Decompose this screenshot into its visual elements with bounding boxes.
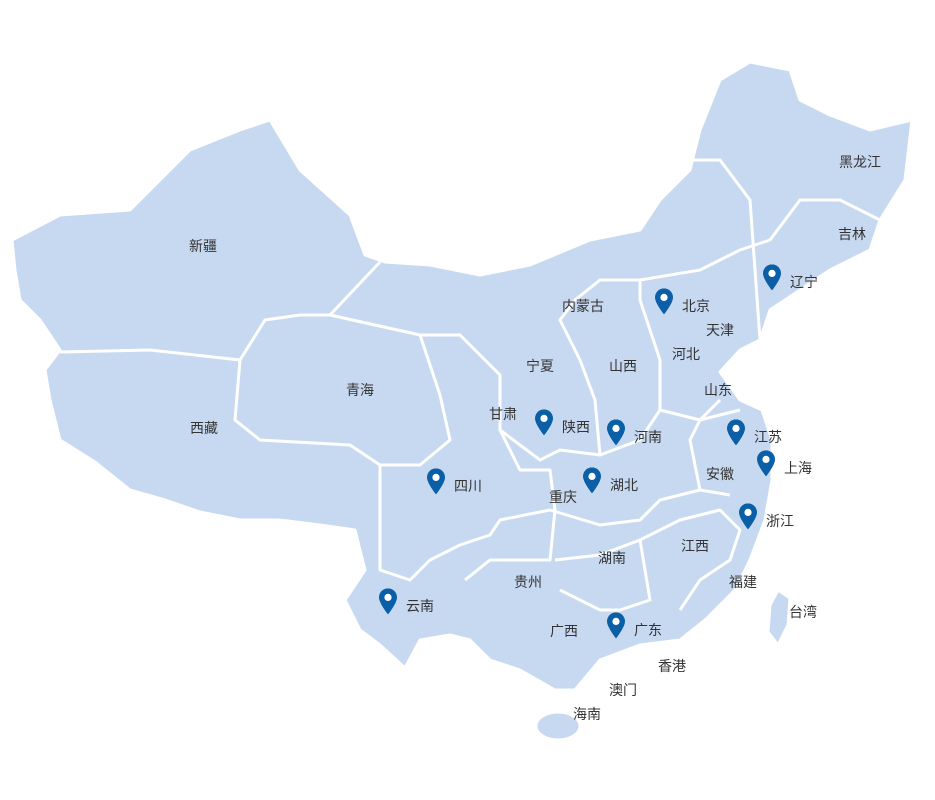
- region-label: 香港: [658, 659, 686, 675]
- region-label: 云南: [406, 599, 434, 615]
- map-pin-icon[interactable]: [739, 503, 757, 530]
- region-label: 辽宁: [790, 275, 818, 291]
- region-label: 西藏: [190, 421, 218, 437]
- region-label: 澳门: [609, 683, 637, 699]
- region-label: 宁夏: [526, 359, 554, 375]
- region-label: 山西: [609, 359, 637, 375]
- region-label: 上海: [784, 461, 812, 477]
- region-label: 陕西: [562, 420, 590, 436]
- province-borders: [59, 158, 881, 612]
- map-pin-icon[interactable]: [607, 419, 625, 446]
- region-label: 重庆: [549, 490, 577, 506]
- mainland-outline: [10, 60, 914, 692]
- map-pin-icon[interactable]: [379, 588, 397, 615]
- region-label: 湖北: [610, 478, 638, 494]
- map-pin-icon[interactable]: [655, 288, 673, 315]
- region-label: 内蒙古: [562, 299, 604, 315]
- taiwan-island: [766, 588, 792, 647]
- region-label: 黑龙江: [839, 155, 881, 171]
- region-label: 河南: [634, 430, 662, 446]
- region-label: 湖南: [598, 551, 626, 567]
- region-label: 新疆: [189, 239, 217, 255]
- region-label: 广西: [550, 624, 578, 640]
- region-label: 甘肃: [489, 407, 517, 423]
- region-label: 天津: [706, 323, 734, 339]
- region-label: 吉林: [838, 227, 866, 243]
- map-pin-icon[interactable]: [727, 419, 745, 446]
- region-label: 北京: [682, 299, 710, 315]
- map-pin-icon[interactable]: [427, 468, 445, 495]
- region-label: 广东: [634, 623, 662, 639]
- map-pin-icon[interactable]: [583, 467, 601, 494]
- region-label: 河北: [672, 347, 700, 363]
- map-pin-icon[interactable]: [763, 264, 781, 291]
- map-pin-icon[interactable]: [757, 450, 775, 477]
- region-label: 贵州: [514, 575, 542, 591]
- region-label: 浙江: [766, 514, 794, 530]
- map-pin-icon[interactable]: [535, 409, 553, 436]
- region-label: 青海: [346, 383, 374, 399]
- region-label: 台湾: [789, 605, 817, 621]
- region-label: 四川: [454, 479, 482, 495]
- region-label: 安徽: [706, 467, 734, 483]
- region-label: 海南: [573, 707, 601, 723]
- region-label: 福建: [729, 575, 757, 591]
- map-pin-icon[interactable]: [607, 612, 625, 639]
- region-label: 山东: [704, 383, 732, 399]
- hainan-island: [534, 710, 582, 742]
- region-label: 江西: [681, 539, 709, 555]
- region-label: 江苏: [754, 430, 782, 446]
